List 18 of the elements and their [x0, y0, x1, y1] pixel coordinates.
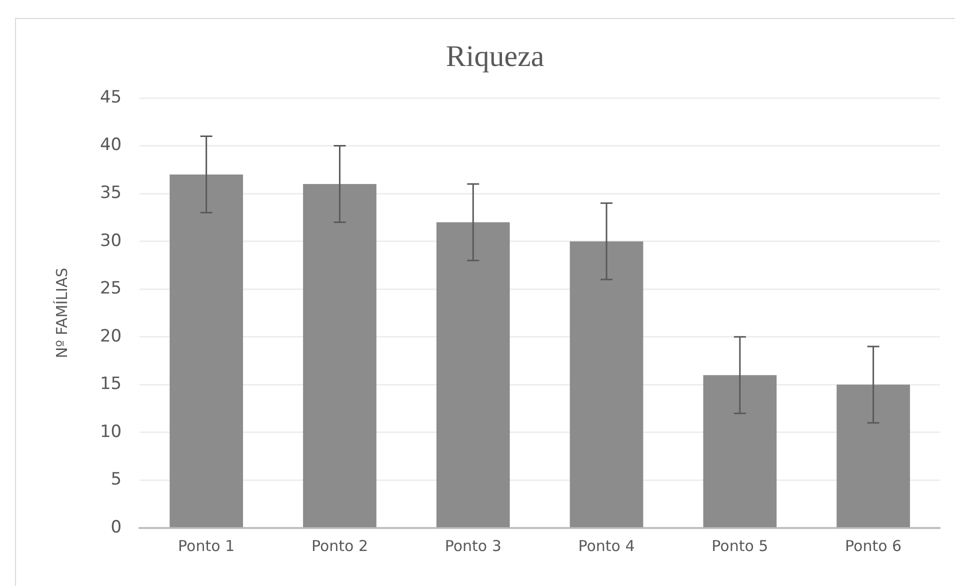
y-tick-label: 25: [100, 278, 122, 299]
y-tick-label: 20: [100, 326, 122, 346]
x-tick-label: Ponto 6: [845, 536, 902, 555]
x-tick-label: Ponto 5: [712, 536, 768, 555]
x-tick-label: Ponto 3: [444, 536, 502, 555]
y-tick-label: 5: [110, 470, 122, 490]
y-tick-label: 40: [100, 135, 122, 156]
y-axis-title: Nº FAMÍLIAS: [52, 268, 71, 358]
x-tick-label: Ponto 1: [178, 536, 235, 555]
y-tick-label: 45: [100, 87, 122, 108]
chart-title: Riqueza: [446, 40, 544, 73]
x-tick-label: Ponto 4: [578, 536, 635, 555]
y-tick-label: 30: [100, 230, 122, 251]
y-tick-label: 35: [100, 182, 122, 203]
y-tick-label: 10: [100, 422, 122, 442]
x-tick-label: Ponto 2: [311, 536, 368, 555]
y-tick-label: 15: [100, 374, 122, 394]
y-tick-label: 0: [110, 517, 122, 538]
